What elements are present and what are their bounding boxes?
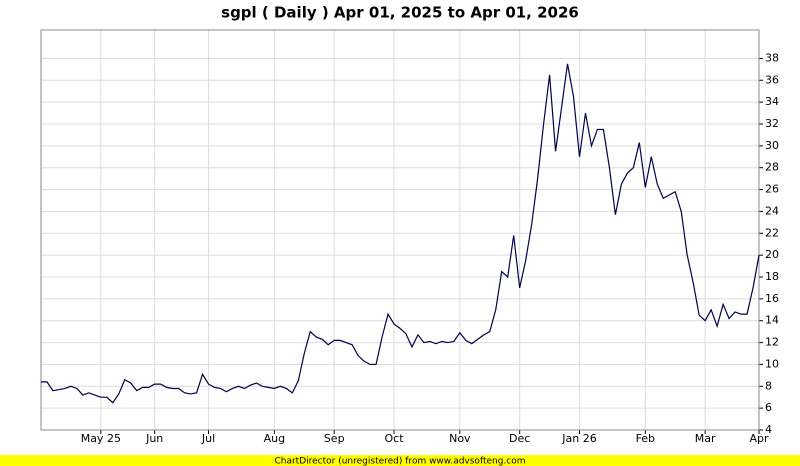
y-tick-label: 36 [765,73,779,86]
x-tick-label: Jan 26 [561,432,596,445]
y-tick-label: 4 [765,423,772,436]
x-tick-label: Apr [749,432,769,445]
plot-area [41,30,759,430]
y-tick-label: 18 [765,270,779,283]
y-tick-label: 10 [765,357,779,370]
y-tick-label: 6 [765,401,772,414]
y-tick-label: 28 [765,161,779,174]
chart-title: sgpl ( Daily ) Apr 01, 2025 to Apr 01, 2… [221,4,579,22]
x-tick-label: Mar [695,432,716,445]
y-tick-label: 20 [765,248,779,261]
x-tick-label: Jul [201,432,215,445]
price-line [41,63,760,404]
y-tick-label: 34 [765,95,779,108]
y-tick-label: 12 [765,336,779,349]
y-tick-label: 22 [765,226,779,239]
y-tick-label: 8 [765,379,772,392]
x-tick-label: Dec [509,432,530,445]
y-tick-label: 30 [765,139,779,152]
y-tick-label: 38 [765,51,779,64]
x-tick-label: Aug [264,432,285,445]
y-tick-label: 26 [765,183,779,196]
plot-border [40,29,760,431]
x-tick-label: May 25 [81,432,121,445]
y-tick-label: 16 [765,292,779,305]
x-tick-label: Feb [636,432,655,445]
x-tick-label: Nov [449,432,471,445]
footer: ChartDirector (unregistered) from www.ad… [274,457,525,466]
x-tick-label: Sep [324,432,345,445]
x-tick-label: Oct [385,432,405,445]
footer-bar [0,455,800,466]
y-tick-label: 32 [765,117,779,130]
y-tick-label: 14 [765,314,779,327]
x-tick-label: Jun [145,432,163,445]
y-tick-label: 24 [765,204,779,217]
